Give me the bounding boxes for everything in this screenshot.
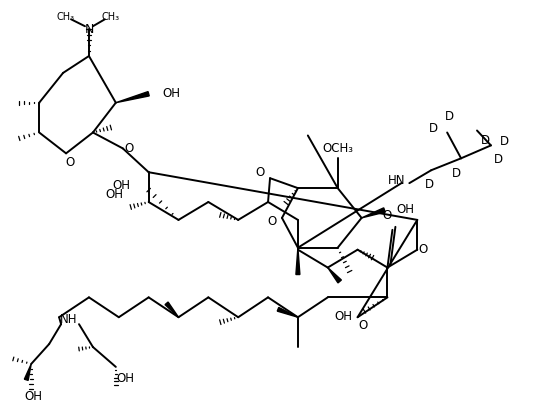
Text: OCH₃: OCH₃ (322, 142, 353, 155)
Text: N: N (85, 23, 93, 35)
Text: O: O (419, 243, 428, 256)
Text: CH₃: CH₃ (102, 12, 120, 22)
Text: OH: OH (106, 188, 124, 201)
Text: OH: OH (162, 87, 181, 100)
Text: O: O (383, 209, 392, 222)
Text: O: O (66, 156, 75, 169)
Polygon shape (165, 302, 178, 317)
Text: D: D (451, 167, 461, 180)
Text: O: O (358, 319, 367, 332)
Text: CH₃: CH₃ (56, 12, 74, 22)
Text: OH: OH (335, 310, 353, 323)
Text: D: D (500, 135, 509, 148)
Text: O: O (124, 142, 133, 155)
Text: OH: OH (113, 179, 131, 192)
Text: NH: NH (60, 313, 78, 326)
Text: D: D (425, 177, 434, 191)
Text: O: O (267, 215, 277, 228)
Text: OH: OH (396, 204, 414, 217)
Text: HN: HN (388, 174, 405, 187)
Polygon shape (327, 268, 341, 283)
Polygon shape (296, 248, 300, 275)
Polygon shape (277, 308, 298, 317)
Text: OH: OH (24, 390, 42, 403)
Text: OH: OH (117, 373, 135, 385)
Text: D: D (429, 122, 438, 135)
Text: O: O (255, 166, 265, 179)
Text: D: D (445, 110, 454, 123)
Polygon shape (24, 364, 31, 380)
Text: D: D (494, 153, 503, 166)
Text: D: D (480, 134, 489, 147)
Polygon shape (116, 92, 149, 103)
Polygon shape (361, 208, 385, 218)
